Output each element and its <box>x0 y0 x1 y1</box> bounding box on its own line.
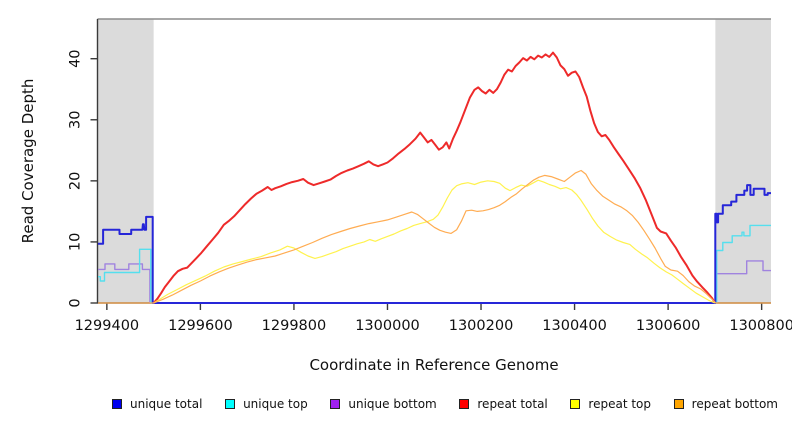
series-line-unique-top <box>98 224 771 304</box>
series-line-repeat-top <box>153 179 716 304</box>
legend-item-repeat-total: repeat total <box>459 397 548 411</box>
legend-item-repeat-bottom: repeat bottom <box>673 397 778 411</box>
x-axis-title: Coordinate in Reference Genome <box>309 356 559 374</box>
legend-label: repeat bottom <box>691 397 778 411</box>
chart-legend: unique total unique top unique bottom repea… <box>0 397 792 411</box>
y-tick-label: 20 <box>68 172 84 190</box>
x-tick-label: 1299600 <box>168 318 233 334</box>
y-tick-label: 30 <box>68 111 84 129</box>
series-line-unique-total <box>98 184 771 304</box>
shaded-region <box>97 19 154 303</box>
legend-swatch-icon <box>570 399 581 409</box>
legend-item-unique-bottom: unique bottom <box>330 397 437 411</box>
legend-label: unique bottom <box>348 397 437 411</box>
legend-label: repeat total <box>477 397 548 411</box>
legend-label: repeat top <box>588 397 652 411</box>
legend-swatch-icon <box>330 399 341 409</box>
x-tick-label: 1299800 <box>262 318 327 334</box>
series-line-repeat-total <box>152 51 716 304</box>
series-line-unique-bottom <box>98 260 771 304</box>
x-tick-label: 1300800 <box>729 318 792 334</box>
legend-swatch-icon <box>112 399 122 409</box>
x-tick-label: 1300600 <box>636 318 701 334</box>
y-tick-label: 0 <box>68 298 84 307</box>
legend-label: unique top <box>243 397 308 411</box>
series-line-repeat-bottom <box>98 169 771 304</box>
x-tick-label: 1300200 <box>449 318 514 334</box>
x-tick-label: 1300000 <box>355 318 420 334</box>
legend-swatch-icon <box>673 399 684 409</box>
shaded-region <box>715 19 771 303</box>
y-tick-label: 10 <box>68 233 84 251</box>
y-tick-label: 40 <box>68 49 84 67</box>
x-tick-label: 1299400 <box>75 318 140 334</box>
coverage-plot: 1299400 1299600 1299800 1300000 1300200 13004… <box>68 18 792 334</box>
legend-swatch-icon <box>225 399 236 409</box>
y-axis-title: Read Coverage Depth <box>19 78 37 244</box>
legend-swatch-icon <box>459 399 470 409</box>
legend-label: unique total <box>130 397 203 411</box>
legend-item-unique-total: unique total <box>112 397 202 411</box>
legend-item-unique-top: unique top <box>225 397 308 411</box>
x-tick-label: 1300400 <box>542 318 607 334</box>
legend-item-repeat-top: repeat top <box>570 397 651 411</box>
